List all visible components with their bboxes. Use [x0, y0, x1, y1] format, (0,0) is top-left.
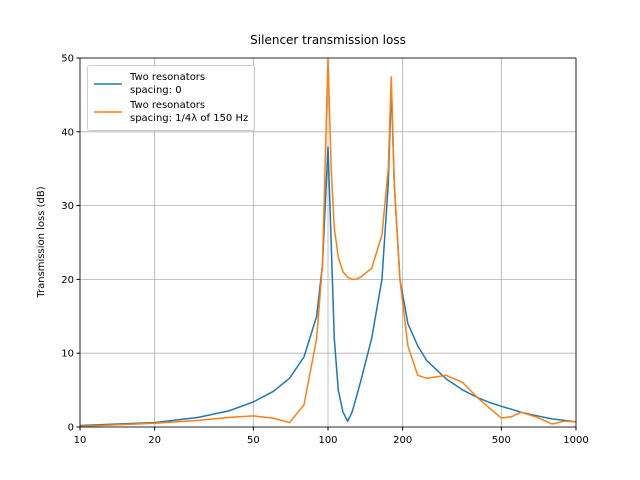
y-tick-label: 10: [61, 349, 74, 360]
x-tick-label: 100: [318, 435, 337, 446]
y-tick-label: 0: [68, 423, 74, 434]
series-line: [80, 58, 576, 427]
series-line: [80, 87, 576, 427]
legend-swatch: [94, 111, 122, 113]
y-tick-label: 50: [61, 54, 74, 65]
legend-entry: Two resonators spacing: 0: [94, 71, 248, 97]
x-tick-label: 200: [393, 435, 412, 446]
x-tick-label: 20: [148, 435, 161, 446]
legend-label: Two resonators spacing: 0: [130, 72, 206, 96]
plot-frame: [79, 57, 577, 428]
y-axis-label: Transmission loss (dB): [36, 186, 47, 298]
x-tick-label: 1000: [563, 435, 588, 446]
x-tick-label: 500: [492, 435, 511, 446]
legend-label: Two resonators spacing: 1/4λ of 150 Hz: [130, 100, 249, 124]
y-tick-label: 20: [61, 275, 74, 286]
y-tick-label: 30: [61, 201, 74, 212]
x-tick-label: 10: [74, 435, 87, 446]
legend-entry: Two resonators spacing: 1/4λ of 150 Hz: [94, 99, 248, 125]
y-tick-label: 40: [61, 127, 74, 138]
legend-swatch: [94, 83, 122, 85]
chart-title: Silencer transmission loss: [250, 33, 406, 47]
legend: Two resonators spacing: 0 Two resonators …: [87, 65, 256, 131]
x-tick-label: 50: [247, 435, 260, 446]
